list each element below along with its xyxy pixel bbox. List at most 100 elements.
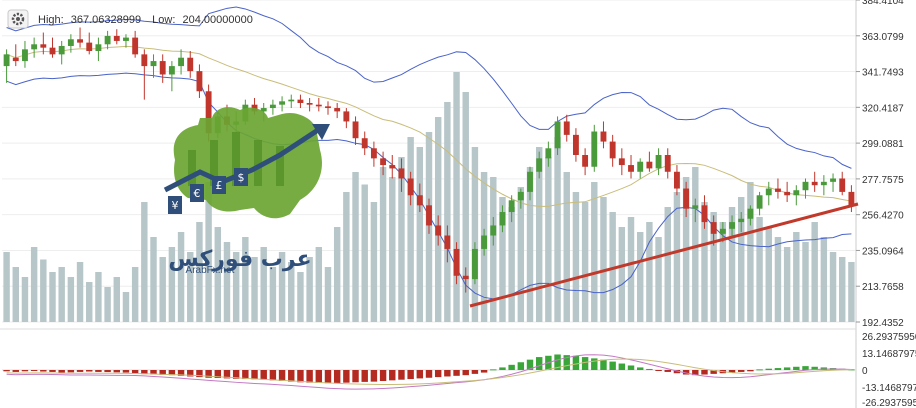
candle (481, 228, 488, 256)
candle-body (288, 99, 295, 102)
logo-arabic-text: عرب فوركس (168, 247, 311, 272)
candle (738, 212, 745, 233)
candle (692, 198, 699, 223)
candle (701, 195, 708, 229)
candle-body (848, 191, 855, 206)
macd-bar (168, 370, 176, 376)
volume-bar (168, 247, 176, 322)
macd-bar (205, 370, 212, 378)
candle (600, 121, 607, 149)
candle-body (683, 188, 690, 209)
candle (95, 37, 102, 62)
macd-bar (572, 355, 580, 370)
candle (591, 124, 598, 172)
arabfx-logo: ¥ € £ $ عرب فوركس ArabFx.net (163, 107, 330, 276)
volume-bar (811, 222, 818, 322)
macd-bar (278, 370, 286, 381)
y-tick-label: 235.0964 (862, 246, 904, 257)
candle (765, 181, 772, 206)
volume-bar (242, 237, 249, 322)
candle-body (811, 181, 818, 186)
candle (269, 99, 276, 115)
candle (407, 171, 414, 206)
volume-bar (490, 177, 497, 322)
candle (297, 94, 304, 109)
candle (3, 49, 10, 83)
candle-body (435, 225, 442, 236)
candle-body (545, 148, 552, 159)
macd-bar (499, 367, 506, 370)
candle (646, 151, 653, 172)
volume-bar (563, 172, 570, 322)
candle (673, 165, 680, 196)
macd-bar (434, 370, 442, 378)
svg-text:High: 367.06328999: High: 367.06328999 Low: 204.00000000 (38, 14, 253, 26)
candle-body (582, 154, 589, 167)
volume-bar (839, 257, 846, 322)
candle-body (839, 178, 846, 192)
candle-body (334, 108, 341, 112)
volume-bar (738, 197, 745, 322)
candle (141, 49, 148, 100)
volume-bar (545, 157, 552, 322)
candle-body (343, 111, 350, 122)
candle-body (150, 61, 157, 67)
macd-bar (710, 370, 717, 374)
volume-bar (554, 137, 561, 322)
candle (58, 40, 65, 65)
volume-bar (591, 182, 598, 322)
macd-bar (141, 370, 148, 375)
volume-bar (260, 247, 267, 322)
candle-body (260, 108, 267, 112)
candle-body (572, 134, 579, 155)
y-tick-label: 192.4352 (862, 318, 904, 329)
macd-bar (306, 370, 313, 383)
macd-tick-label: -13.14687975 (862, 383, 916, 394)
candle (554, 116, 561, 155)
candle (683, 181, 690, 218)
volume-bar (131, 267, 139, 322)
volume-bar (95, 272, 102, 322)
candle (572, 128, 579, 162)
macd-tick-label: 13.14687975 (862, 349, 916, 360)
volume-bar (829, 252, 837, 322)
macd-bar (21, 370, 29, 372)
macd-axis: 26.29375950 13.14687975 0 -13.14687975 -26.2… (862, 332, 916, 408)
macd-bar (508, 364, 515, 370)
candle (508, 195, 515, 223)
macd-bar (40, 370, 47, 372)
macd-bar (58, 370, 65, 373)
volume-bar (710, 212, 717, 322)
volume-bar (535, 147, 543, 322)
volume-bar (444, 102, 451, 322)
candle-body (49, 47, 56, 55)
macd-bar (379, 370, 387, 381)
candle-body (132, 37, 139, 55)
volume-bar (104, 287, 111, 322)
candle-body (389, 165, 396, 169)
candle (370, 141, 377, 167)
volume-bar (793, 232, 800, 322)
volume-bar (728, 207, 736, 322)
volume-bar (627, 217, 635, 322)
y-tick-label: 213.7658 (862, 282, 904, 293)
volume-bar (361, 184, 368, 322)
low-label: Low: (152, 14, 175, 26)
volume-bar (692, 167, 699, 322)
candle (793, 185, 800, 206)
volume-bar (67, 277, 75, 322)
y-tick-label: 363.0799 (862, 32, 904, 43)
volume-bar (76, 262, 84, 322)
candle-body (664, 154, 671, 172)
candle (462, 267, 469, 293)
candle (582, 148, 589, 176)
candle-body (600, 131, 607, 142)
macd-bar (352, 370, 359, 383)
candle-body (123, 37, 129, 41)
macd-bar (425, 370, 433, 378)
volume-bar (462, 92, 469, 322)
candle-body (205, 91, 212, 134)
candle-body (673, 171, 680, 189)
candle-body (793, 190, 800, 196)
candle (435, 215, 442, 246)
